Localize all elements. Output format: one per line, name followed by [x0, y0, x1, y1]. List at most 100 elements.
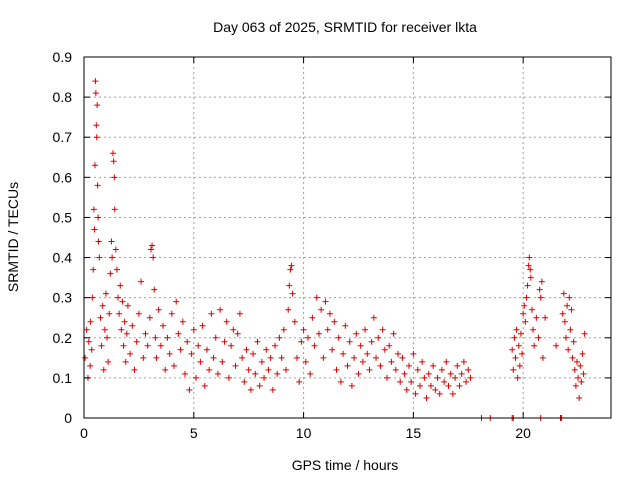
data-point	[571, 366, 578, 373]
y-axis-label: SRMTID / TECUs	[5, 182, 21, 292]
data-point	[94, 182, 101, 189]
data-point	[526, 254, 533, 261]
data-point	[144, 342, 151, 349]
x-axis-label: GPS time / hours	[292, 457, 399, 473]
plot-frame	[83, 56, 612, 419]
data-point	[289, 290, 296, 297]
data-point	[379, 326, 386, 333]
data-point	[348, 382, 355, 389]
x-tick-label: 10	[296, 425, 312, 441]
data-point	[119, 298, 126, 305]
data-point	[570, 338, 577, 345]
data-point	[311, 342, 318, 349]
data-point	[102, 290, 109, 297]
data-point	[536, 286, 543, 293]
data-point	[580, 370, 587, 377]
data-point	[93, 134, 100, 141]
data-point	[538, 278, 545, 285]
data-point	[403, 386, 410, 393]
data-point	[131, 366, 138, 373]
data-point	[285, 306, 292, 313]
data-point	[113, 266, 120, 273]
data-point	[512, 354, 519, 361]
data-point	[116, 310, 123, 317]
data-point	[217, 306, 224, 313]
data-point	[293, 354, 300, 361]
x-tick-label: 0	[80, 425, 88, 441]
data-point	[342, 322, 349, 329]
data-point	[221, 338, 228, 345]
data-point	[364, 350, 371, 357]
data-point	[304, 334, 311, 341]
data-point	[192, 374, 199, 381]
data-point	[329, 346, 336, 353]
data-point	[278, 354, 285, 361]
data-point	[247, 386, 254, 393]
data-point	[153, 354, 160, 361]
data-point	[85, 338, 92, 345]
data-point	[90, 266, 97, 273]
data-point	[267, 354, 274, 361]
data-point	[454, 362, 461, 369]
data-point	[94, 102, 101, 109]
data-point	[108, 238, 115, 245]
data-point	[377, 362, 384, 369]
data-point	[399, 354, 406, 361]
data-point	[405, 362, 412, 369]
data-point	[509, 346, 516, 353]
data-point	[510, 366, 517, 373]
data-point	[190, 326, 197, 333]
data-point	[261, 374, 268, 381]
data-point	[101, 326, 108, 333]
data-point	[366, 366, 373, 373]
data-point	[432, 386, 439, 393]
x-tick-label: 20	[515, 425, 531, 441]
data-point	[351, 354, 358, 361]
data-point	[441, 378, 448, 385]
data-point	[236, 310, 243, 317]
data-point	[386, 342, 393, 349]
data-point	[513, 326, 520, 333]
data-point	[577, 362, 584, 369]
data-point	[122, 358, 129, 365]
data-point	[564, 302, 571, 309]
data-point	[147, 246, 154, 253]
data-point	[357, 342, 364, 349]
data-point	[362, 326, 369, 333]
data-point	[456, 382, 463, 389]
data-point	[162, 366, 169, 373]
data-point	[421, 374, 428, 381]
data-point	[95, 214, 102, 221]
data-point	[199, 322, 206, 329]
data-point	[118, 326, 125, 333]
data-point	[149, 242, 156, 249]
data-point	[447, 370, 454, 377]
data-point	[177, 346, 184, 353]
data-point	[87, 362, 94, 369]
data-point	[142, 330, 149, 337]
data-point	[89, 294, 96, 301]
data-point	[579, 350, 586, 357]
data-point	[223, 318, 230, 325]
data-point	[232, 362, 239, 369]
data-point	[388, 358, 395, 365]
data-point	[565, 346, 572, 353]
data-point	[569, 354, 576, 361]
data-point	[239, 354, 246, 361]
data-point	[234, 330, 241, 337]
data-point	[274, 370, 281, 377]
data-point	[286, 282, 293, 289]
data-point	[553, 342, 560, 349]
data-point	[302, 358, 309, 365]
data-point	[109, 254, 116, 261]
data-point	[88, 346, 95, 353]
y-tick-label: 0.9	[53, 49, 73, 65]
data-point	[511, 334, 518, 341]
data-point	[522, 318, 529, 325]
data-point	[157, 342, 164, 349]
data-point	[107, 270, 114, 277]
data-point	[129, 322, 136, 329]
data-point	[566, 294, 573, 301]
data-points	[82, 78, 588, 421]
data-point	[256, 382, 263, 389]
